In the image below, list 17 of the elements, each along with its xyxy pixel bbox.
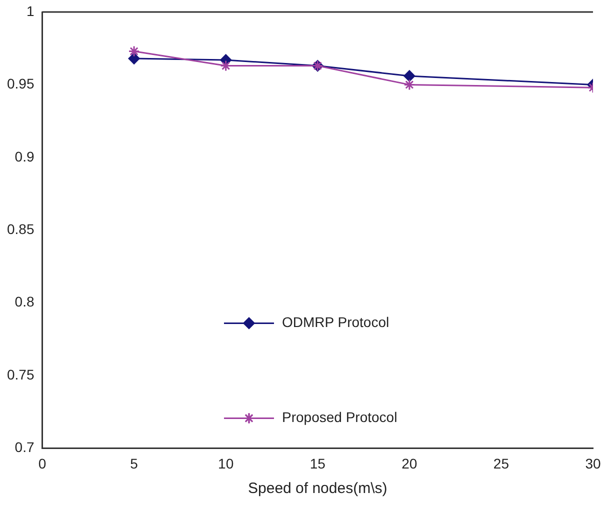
y-tick-label: 0.85 <box>7 220 34 237</box>
x-tick-label: 30 <box>585 455 601 472</box>
legend-label: ODMRP Protocol <box>282 314 390 330</box>
y-tick-label: 0.95 <box>7 76 34 92</box>
y-tick-label: 0.8 <box>14 294 34 310</box>
y-tick-label: 0.7 <box>14 439 34 456</box>
x-tick-label: 0 <box>38 455 46 472</box>
y-tick-label: 1 <box>26 2 34 19</box>
x-tick-label: 10 <box>218 455 234 472</box>
legend-label: Proposed Protocol <box>282 409 398 426</box>
x-tick-label: 15 <box>310 455 326 472</box>
x-tick-label: 5 <box>130 455 138 472</box>
x-tick-label: 25 <box>493 455 510 472</box>
y-tick-label: 0.9 <box>14 148 34 164</box>
y-tick-label: 0.75 <box>7 366 34 382</box>
x-tick-label: 20 <box>402 455 418 472</box>
x-axis-title: Speed of nodes(m\s) <box>248 480 388 498</box>
